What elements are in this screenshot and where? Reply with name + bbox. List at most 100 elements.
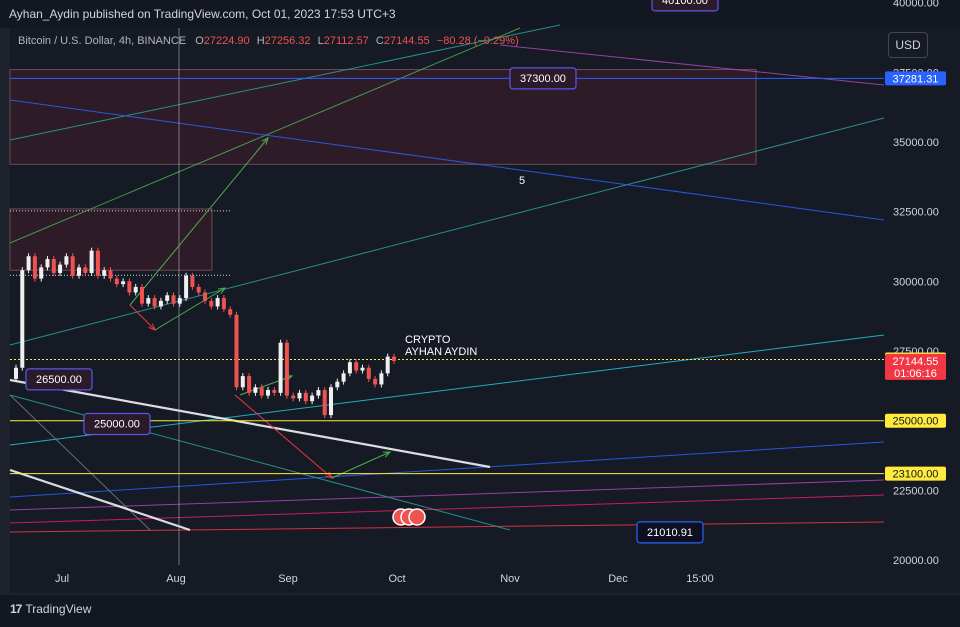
chart-pane[interactable]: [10, 28, 884, 565]
candle-body: [310, 395, 315, 402]
price-tag-box: [509, 67, 577, 90]
candle-body: [234, 314, 239, 388]
purple-uptrend: [9, 479, 885, 511]
candle-body: [184, 275, 189, 299]
price-tag-box: [83, 412, 151, 436]
candle-body: [341, 373, 346, 382]
level-price-tag: [885, 466, 946, 481]
legend-symbol: Bitcoin / U.S. Dollar, 4h, BINANCE: [18, 35, 187, 47]
candle-body: [165, 295, 170, 301]
candle-body: [366, 367, 371, 379]
us-flag-icon: [408, 508, 426, 526]
level-price-label: 27144.55: [893, 356, 939, 368]
price-tag-box: [25, 368, 93, 391]
price-tick-label: 35000.00: [893, 137, 939, 149]
candle-body: [379, 373, 384, 385]
candle-body: [291, 395, 296, 399]
candle-body: [89, 250, 94, 273]
time-tick-label: Jul: [55, 573, 69, 585]
candle-body: [45, 259, 50, 268]
candle-body: [354, 362, 359, 371]
price-tag-label: 40100.00: [662, 0, 708, 7]
symbol-legend: Bitcoin / U.S. Dollar, 4h, BINANCE O2722…: [18, 35, 519, 47]
candle-body: [278, 342, 283, 393]
level-price-label: 23100.00: [893, 469, 939, 481]
candle-body: [26, 256, 31, 271]
candle-body: [77, 267, 81, 276]
candle-body: [14, 367, 18, 379]
legend-c-label: C: [375, 35, 384, 47]
publish-header: Ayhan_Aydin published on TradingView.com…: [0, 0, 960, 28]
tradingview-logo[interactable]: 17 TradingView: [10, 602, 91, 616]
price-tag-label: 37300.00: [520, 73, 566, 85]
legend-h-label: H: [256, 35, 265, 47]
candle-body: [335, 381, 340, 388]
candle-body: [247, 376, 252, 393]
red-uptrend: [9, 521, 885, 533]
candle-body: [140, 286, 144, 304]
level-price-tag: [885, 71, 946, 86]
legend-c-value: 27144.55: [383, 35, 430, 47]
pink-uptrend: [9, 494, 885, 524]
grey-fan-line: [9, 394, 151, 531]
candle-body: [196, 286, 201, 293]
blue-uptrend: [9, 441, 885, 498]
publish-text: Ayhan_Aydin published on TradingView.com…: [9, 7, 396, 21]
candle-body: [39, 267, 44, 279]
level-price-tag: [885, 413, 946, 428]
crypto-text-line1: CRYPTO: [405, 334, 451, 346]
time-axis[interactable]: [10, 565, 960, 593]
level-price-tag: [885, 353, 946, 380]
candle-body: [385, 356, 390, 374]
footer-bar: [0, 595, 960, 627]
arrow-head: [382, 451, 392, 458]
arrow-head: [261, 137, 269, 145]
axis-labels-layer: 20000.0022500.0025000.0027500.0030000.00…: [55, 0, 946, 585]
candle-body: [64, 256, 69, 265]
legend-o-label: O: [195, 35, 204, 47]
arrow-line: [129, 304, 156, 331]
candle-body: [259, 387, 264, 396]
currency-button[interactable]: USD: [888, 32, 928, 58]
price-tag-box: [636, 521, 704, 544]
legend-change: −80.28 (−0.29%): [436, 35, 519, 47]
brand-text: TradingView: [25, 602, 92, 616]
candle-body: [108, 270, 113, 279]
candle-body: [209, 300, 214, 307]
candle-body: [51, 259, 56, 273]
candle-body: [70, 256, 75, 276]
legend-o-value: 27224.90: [203, 35, 250, 47]
arrow-line: [129, 137, 269, 306]
time-tick-label: Sep: [278, 573, 298, 585]
candle-body: [284, 342, 289, 396]
candle-body: [316, 390, 321, 396]
wave-label: 5: [519, 175, 525, 187]
level-price-label: 37281.31: [893, 73, 939, 85]
candle-body: [190, 275, 195, 287]
price-tick-label: 30000.00: [893, 276, 939, 288]
price-tag-label: 21010.91: [647, 527, 693, 539]
level-price-label: 25000.00: [893, 416, 939, 428]
candle-body: [360, 367, 365, 371]
legend-l-label: L: [317, 35, 324, 47]
price-tick-label: 32500.00: [893, 207, 939, 219]
price-tick-label: 40000.00: [893, 0, 939, 10]
legend-h-value: 27256.32: [264, 35, 311, 47]
candles-layer: [14, 247, 396, 419]
zone-box: [9, 208, 213, 271]
candle-body: [114, 278, 119, 285]
time-tick-label: 15:00: [686, 573, 714, 585]
white-support-line: [9, 468, 191, 532]
candle-body: [272, 390, 277, 393]
candle-body: [171, 295, 176, 304]
candle-body: [133, 286, 138, 293]
candle-body: [303, 392, 308, 402]
candle-body: [127, 281, 132, 293]
levels-layer: [10, 77, 884, 475]
tv-logo-icon: 17: [10, 602, 22, 616]
arrow-line: [234, 394, 333, 479]
countdown-label: 01:06:16: [894, 368, 937, 380]
legend-l-value: 27112.57: [323, 35, 369, 47]
